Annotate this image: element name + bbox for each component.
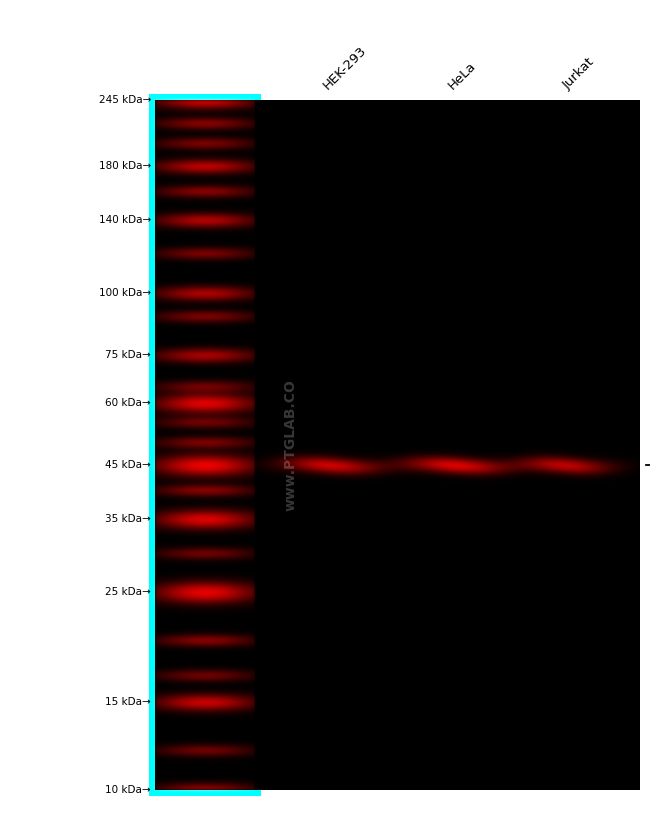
Text: HEK-293: HEK-293 <box>321 44 369 92</box>
Text: www.PTGLAB.CO: www.PTGLAB.CO <box>284 379 298 511</box>
Text: 180 kDa→: 180 kDa→ <box>99 161 151 171</box>
Text: 10 kDa→: 10 kDa→ <box>105 785 151 795</box>
Text: HeLa: HeLa <box>446 59 478 92</box>
Text: 75 kDa→: 75 kDa→ <box>105 350 151 360</box>
Text: 245 kDa→: 245 kDa→ <box>99 95 151 105</box>
Text: 100 kDa→: 100 kDa→ <box>99 288 151 298</box>
Text: 60 kDa→: 60 kDa→ <box>105 398 151 408</box>
Text: 35 kDa→: 35 kDa→ <box>105 514 151 524</box>
Text: 25 kDa→: 25 kDa→ <box>105 587 151 597</box>
Text: 140 kDa→: 140 kDa→ <box>99 215 151 225</box>
Text: 45 kDa→: 45 kDa→ <box>105 460 151 470</box>
Text: 15 kDa→: 15 kDa→ <box>105 697 151 707</box>
Text: Jurkat: Jurkat <box>561 55 597 92</box>
